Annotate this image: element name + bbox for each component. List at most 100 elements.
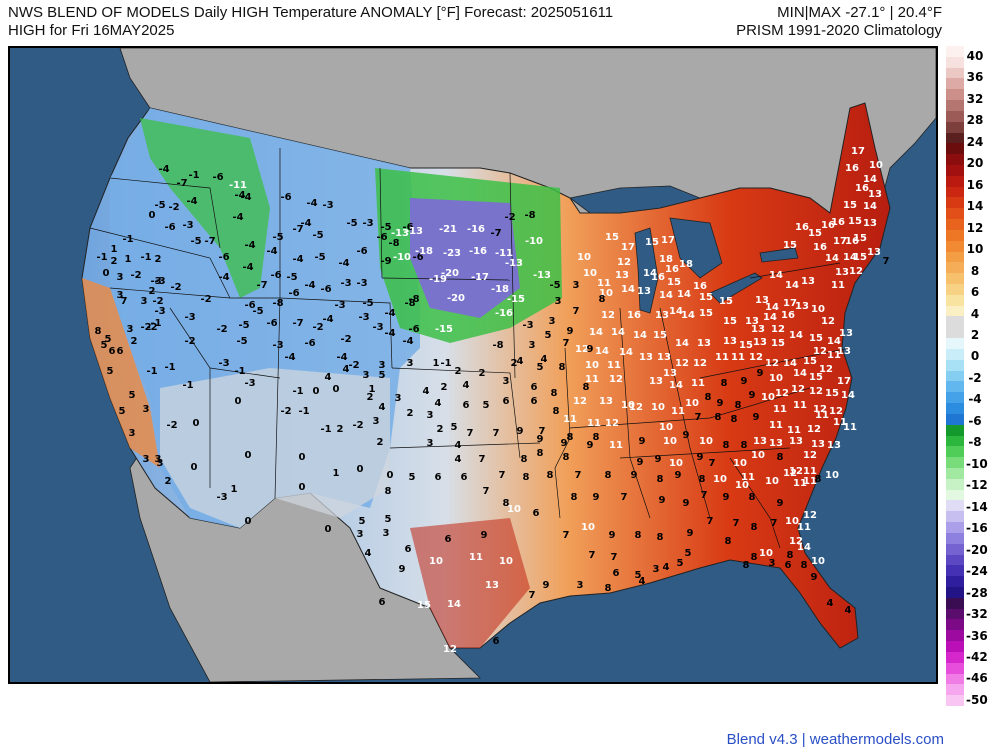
anomaly-value-label: 11	[741, 472, 755, 483]
anomaly-value-label: 8	[605, 583, 612, 594]
anomaly-value-label: 8	[699, 474, 706, 485]
anomaly-value-label: 7	[563, 338, 570, 349]
anomaly-value-label: -3	[334, 300, 345, 311]
anomaly-value-label: 8	[723, 440, 730, 451]
anomaly-value-label: -6	[412, 252, 423, 263]
anomaly-value-label: 13	[485, 580, 499, 591]
anomaly-value-label: 8	[815, 474, 822, 485]
anomaly-value-label: -18	[491, 284, 509, 295]
anomaly-value-label: -7	[256, 280, 267, 291]
anomaly-value-label: 2	[511, 358, 518, 369]
color-scale-label: -46	[966, 671, 988, 686]
anomaly-value-label: -5	[272, 232, 283, 243]
anomaly-value-label: 9	[717, 398, 724, 409]
anomaly-value-label: 10	[663, 436, 677, 447]
anomaly-value-label: 3	[555, 296, 562, 307]
anomaly-value-label: 10	[761, 392, 775, 403]
anomaly-value-label: 11	[769, 420, 783, 431]
anomaly-value-label: 3	[395, 393, 402, 404]
anomaly-value-label: 11	[793, 478, 807, 489]
anomaly-value-label: -1	[440, 358, 451, 369]
anomaly-value-label: 8	[547, 470, 554, 481]
anomaly-value-label: 10	[581, 522, 595, 533]
anomaly-value-label: -4	[266, 246, 277, 257]
anomaly-value-label: 3	[379, 360, 386, 371]
anomaly-value-label: 11	[469, 552, 483, 563]
anomaly-value-label: 15	[783, 240, 797, 251]
anomaly-value-label: 15	[848, 216, 862, 227]
anomaly-value-label: 9	[481, 530, 488, 541]
anomaly-value-label: 4	[455, 454, 462, 465]
anomaly-value-label: 14	[789, 330, 803, 341]
anomaly-value-label: 12	[807, 424, 821, 435]
anomaly-value-label: 8	[751, 552, 758, 563]
anomaly-value-label: 14	[797, 542, 811, 553]
anomaly-value-label: 3	[357, 529, 364, 540]
anomaly-value-label: 12	[789, 536, 803, 547]
anomaly-value-label: 14	[669, 380, 683, 391]
color-scale-label: -36	[966, 628, 988, 643]
anomaly-value-label: -1	[234, 366, 245, 377]
anomaly-value-label: 12	[749, 352, 763, 363]
anomaly-value-label: 15	[853, 252, 867, 263]
anomaly-value-label: 1	[369, 384, 376, 395]
anomaly-value-label: 13	[863, 218, 877, 229]
anomaly-value-label: 11	[563, 414, 577, 425]
color-scale-swatch	[946, 695, 964, 707]
anomaly-value-label: -6	[356, 246, 367, 257]
anomaly-value-label: -23	[443, 248, 461, 259]
color-scale-swatch	[946, 78, 964, 90]
anomaly-value-label: 5	[105, 334, 112, 345]
anomaly-value-label: -8	[524, 210, 535, 221]
anomaly-value-label: 9	[655, 454, 662, 465]
lake-ontario	[759, 247, 799, 263]
anomaly-value-label: -8	[492, 340, 503, 351]
anomaly-value-label: -10	[393, 252, 411, 263]
anomaly-value-label: 9	[517, 426, 524, 437]
color-scale-label: -50	[966, 692, 988, 707]
anomaly-value-label: 12	[849, 266, 863, 277]
color-scale-swatch	[946, 56, 964, 69]
color-scale-label: 14	[966, 199, 984, 214]
color-scale-swatch	[946, 651, 964, 664]
anomaly-value-label: -3	[154, 276, 165, 287]
anomaly-value-label: -4	[300, 218, 311, 229]
anomaly-value-label: 13	[751, 324, 765, 335]
color-scale-swatch	[946, 219, 964, 231]
anomaly-value-label: 7	[589, 550, 596, 561]
color-scale-label: -28	[966, 585, 988, 600]
anomaly-value-label: 14	[827, 336, 841, 347]
color-scale-label: 36	[966, 70, 984, 85]
anomaly-value-label: 4	[455, 440, 462, 451]
color-scale-swatch	[946, 522, 964, 534]
anomaly-value-label: 16	[813, 242, 827, 253]
anomaly-value-label: 10	[811, 304, 825, 315]
anomaly-value-label: 14	[863, 201, 877, 212]
anomaly-value-label: -5	[236, 336, 247, 347]
anomaly-value-label: 7	[563, 530, 570, 541]
anomaly-value-label: 8	[743, 560, 750, 571]
anomaly-value-label: 7	[701, 490, 708, 501]
anomaly-value-label: 4	[639, 576, 646, 587]
anomaly-value-label: -5	[314, 252, 325, 263]
anomaly-value-label: 3	[407, 358, 414, 369]
anomaly-value-label: -2	[504, 212, 515, 223]
anomaly-value-label: -4	[284, 352, 295, 363]
color-scale-swatch	[946, 46, 964, 58]
anomaly-value-label: 5	[483, 400, 490, 411]
anomaly-value-label: 10	[599, 288, 613, 299]
anomaly-value-label: 11	[609, 440, 623, 451]
anomaly-value-label: 5	[451, 422, 458, 433]
anomaly-value-label: -8	[388, 238, 399, 249]
anomaly-value-label: 8	[749, 492, 756, 503]
anomaly-value-label: 16	[781, 310, 795, 321]
anomaly-value-label: -6	[304, 338, 315, 349]
anomaly-value-label: -6	[408, 324, 419, 335]
anomaly-value-label: 3	[117, 290, 124, 301]
color-scale-swatch	[946, 251, 964, 263]
anomaly-value-label: 3	[117, 272, 124, 283]
anomaly-value-label: 14	[793, 368, 807, 379]
anomaly-value-label: 11	[803, 476, 817, 487]
anomaly-value-label: 15	[605, 232, 619, 243]
anomaly-value-label: 14	[863, 174, 877, 185]
